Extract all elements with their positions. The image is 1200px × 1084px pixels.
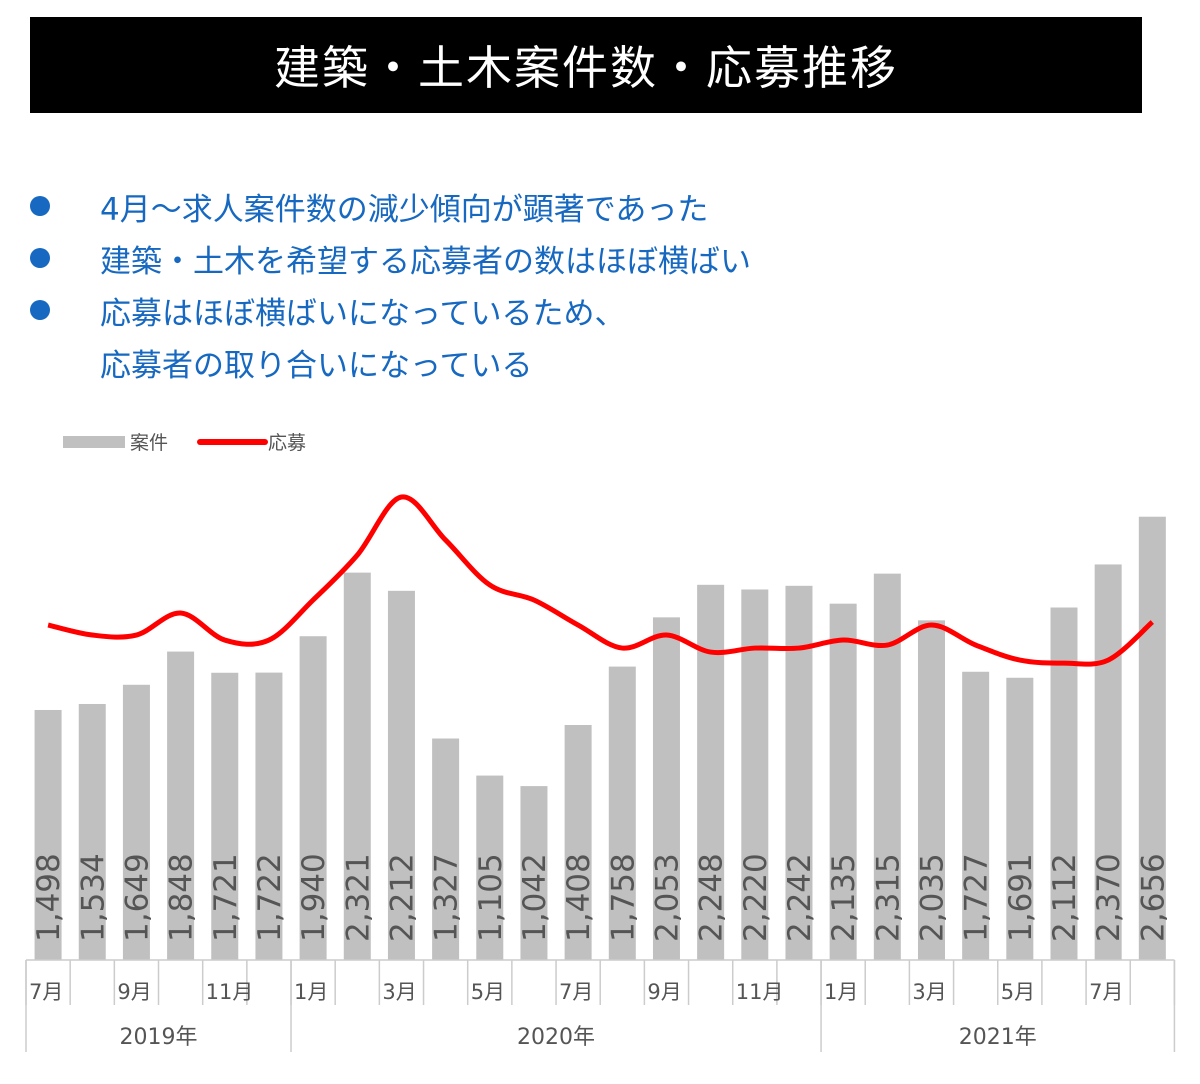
bar bbox=[520, 786, 548, 960]
bar-value-label: 2,242 bbox=[782, 853, 818, 942]
bullet-dot-icon bbox=[30, 300, 50, 320]
bullet-dot-icon bbox=[30, 248, 50, 268]
month-label: 9月 bbox=[647, 980, 681, 1004]
month-label: 7月 bbox=[559, 980, 593, 1004]
bar-value-label: 2,112 bbox=[1047, 853, 1083, 942]
legend-label-line: 応募 bbox=[268, 432, 306, 454]
bar bbox=[1050, 607, 1078, 960]
bar bbox=[476, 775, 504, 960]
bar-value-label: 1,758 bbox=[605, 853, 641, 942]
bullet-text: 応募はほぼ横ばいになっているため、 bbox=[100, 295, 626, 332]
bullet-list: 4月～求人案件数の減少傾向が顕著であった 建築・土木を希望する応募者の数はほぼ横… bbox=[30, 180, 751, 388]
bar bbox=[962, 671, 990, 960]
bar-value-label: 2,053 bbox=[649, 853, 685, 942]
month-label: 7月 bbox=[29, 980, 63, 1004]
bar bbox=[1094, 564, 1122, 960]
bar-value-label: 2,135 bbox=[826, 853, 862, 942]
bar-value-label: 1,042 bbox=[517, 853, 553, 942]
bar-value-label: 1,940 bbox=[296, 853, 332, 942]
bar-value-label: 1,105 bbox=[473, 853, 509, 942]
month-label: 11月 bbox=[736, 980, 784, 1004]
bar bbox=[652, 617, 680, 960]
bar bbox=[299, 636, 327, 960]
month-label: 7月 bbox=[1089, 980, 1123, 1004]
bar-value-label: 1,498 bbox=[31, 853, 67, 942]
bar-value-label: 1,722 bbox=[252, 853, 288, 942]
bullet-item: 応募はほぼ横ばいになっているため、 bbox=[30, 284, 751, 336]
bar bbox=[1006, 677, 1034, 960]
bullet-text: 4月～求人案件数の減少傾向が顕著であった bbox=[100, 191, 709, 228]
bar-value-label: 1,691 bbox=[1003, 853, 1039, 942]
bar-value-label: 2,212 bbox=[384, 853, 420, 942]
bar bbox=[608, 666, 636, 960]
month-label: 3月 bbox=[912, 980, 946, 1004]
legend: 案件 応募 bbox=[63, 432, 306, 454]
bar-value-label: 2,656 bbox=[1135, 853, 1171, 942]
chart: 案件 応募 1,498 1,534 1,649 1,848 1,721 1,722 1,94… bbox=[25, 432, 1176, 1052]
bar bbox=[343, 572, 371, 960]
bar-value-label: 1,848 bbox=[164, 853, 200, 942]
bullet-text: 建築・土木を希望する応募者の数はほぼ横ばい bbox=[100, 243, 751, 280]
bar bbox=[564, 725, 592, 960]
chart-title: 建築・土木案件数・応募推移 bbox=[30, 17, 1142, 113]
bar-value-label: 2,248 bbox=[694, 853, 730, 942]
bullet-item: 4月～求人案件数の減少傾向が顕著であった bbox=[30, 180, 751, 232]
bullet-dot-icon bbox=[30, 196, 50, 216]
month-label: 3月 bbox=[382, 980, 416, 1004]
bar-value-label: 1,534 bbox=[75, 853, 111, 942]
bar bbox=[873, 573, 901, 960]
year-label: 2019年 bbox=[120, 1025, 198, 1050]
bullet-item: 建築・土木を希望する応募者の数はほぼ横ばい bbox=[30, 232, 751, 284]
bar bbox=[255, 672, 283, 960]
bar bbox=[122, 684, 150, 960]
bar-value-label: 1,649 bbox=[119, 853, 155, 942]
bullet-text: 応募者の取り合いになっている bbox=[100, 347, 533, 384]
bar bbox=[211, 672, 239, 960]
bar-value-label: 2,370 bbox=[1091, 853, 1127, 942]
bar-value-label: 1,327 bbox=[429, 853, 465, 942]
month-label: 5月 bbox=[471, 980, 505, 1004]
bar-value-label: 2,321 bbox=[340, 853, 376, 942]
bar bbox=[829, 603, 857, 960]
bar bbox=[387, 590, 415, 960]
month-label: 1月 bbox=[294, 980, 328, 1004]
bullet-item: 応募者の取り合いになっている bbox=[30, 336, 751, 388]
bar bbox=[78, 703, 106, 960]
year-label: 2020年 bbox=[517, 1025, 595, 1050]
year-label: 2021年 bbox=[959, 1025, 1037, 1050]
bar bbox=[917, 620, 945, 960]
bar-value-label: 1,727 bbox=[959, 853, 995, 942]
month-label: 11月 bbox=[206, 980, 254, 1004]
legend-bar-swatch bbox=[63, 436, 125, 448]
bar-value-label: 2,315 bbox=[870, 853, 906, 942]
bar bbox=[167, 651, 195, 960]
month-label: 1月 bbox=[824, 980, 858, 1004]
bar-value-label: 1,408 bbox=[561, 853, 597, 942]
bar bbox=[1138, 516, 1166, 960]
month-label: 9月 bbox=[117, 980, 151, 1004]
bar-value-label: 2,220 bbox=[738, 853, 774, 942]
bar bbox=[432, 738, 460, 960]
bar-value-label: 2,035 bbox=[914, 853, 950, 942]
legend-label-bar: 案件 bbox=[130, 432, 168, 454]
bar bbox=[34, 709, 62, 960]
bar-value-label: 1,721 bbox=[208, 853, 244, 942]
month-label: 5月 bbox=[1001, 980, 1035, 1004]
series-line-応募 bbox=[47, 494, 1155, 667]
